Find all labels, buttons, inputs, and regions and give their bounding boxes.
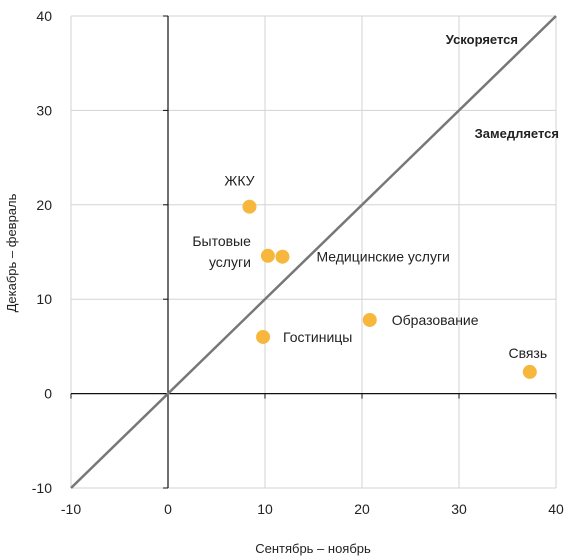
- point-label: Связь: [508, 345, 547, 361]
- diagonal-reference-line: [70, 15, 557, 489]
- y-axis-title: Декабрь – февраль: [4, 193, 19, 312]
- tick-labels: -10 0 10 20 30 40 -10 0 10 20 30 40: [32, 8, 564, 517]
- point-label: Образование: [392, 312, 479, 328]
- region-label-accelerating: Ускоряется: [446, 32, 518, 47]
- y-tick-label: 10: [36, 291, 52, 307]
- data-point: [275, 249, 290, 264]
- point-label: Гостиницы: [283, 329, 352, 345]
- data-point: [362, 312, 377, 327]
- grid: [70, 15, 557, 489]
- region-label-slowing: Замедляется: [475, 126, 559, 141]
- y-tick-label: 40: [36, 8, 52, 24]
- axes: [70, 15, 557, 489]
- x-tick-label: 30: [451, 501, 467, 517]
- x-tick-label: 20: [354, 501, 370, 517]
- point-label: Медицинские услуги: [316, 249, 449, 265]
- x-axis-title: Сентябрь – ноябрь: [255, 541, 371, 556]
- point-label: Бытовые услуги: [192, 233, 251, 270]
- data-points: [242, 199, 537, 379]
- x-tick-label: 10: [257, 501, 273, 517]
- point-label: ЖКУ: [224, 173, 254, 189]
- y-tick-label: 30: [36, 102, 52, 118]
- data-point: [522, 364, 537, 379]
- x-tick-label: 0: [164, 501, 172, 517]
- y-tick-label: 0: [44, 386, 52, 402]
- x-tick-label: -10: [61, 501, 81, 517]
- data-point: [260, 248, 275, 263]
- y-tick-label: 20: [36, 197, 52, 213]
- point-labels: ЖКУ Бытовые услуги Медицинские услуги Образо…: [192, 173, 547, 361]
- data-point: [242, 199, 257, 214]
- x-tick-label: 40: [548, 501, 564, 517]
- y-tick-label: -10: [32, 480, 52, 496]
- data-point: [256, 329, 271, 344]
